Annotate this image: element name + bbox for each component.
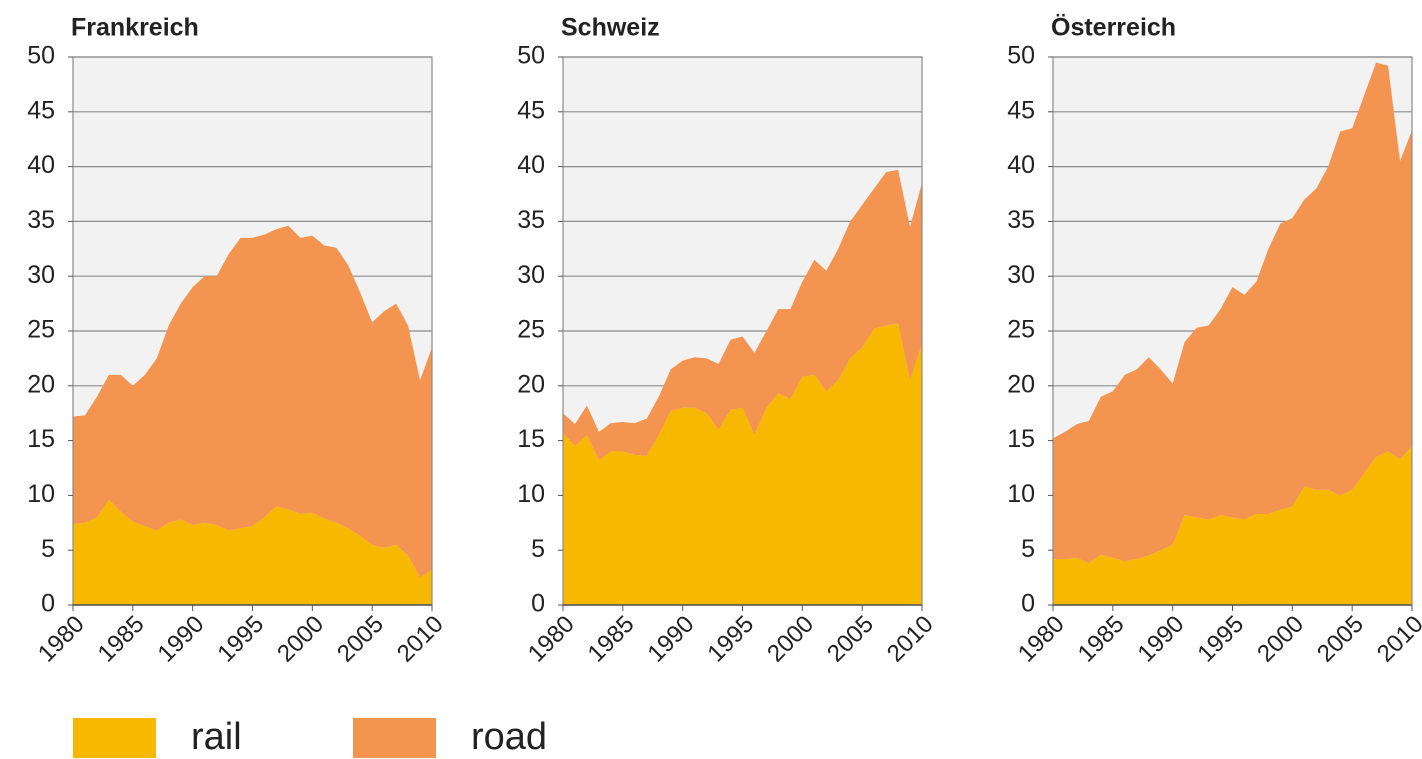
y-tick-label: 40 [517,151,545,179]
y-tick-label: 0 [41,590,55,618]
y-tick-label: 30 [517,261,545,289]
chart-title: Frankreich [71,14,199,42]
y-tick-label: 15 [1007,425,1035,453]
y-tick-label: 35 [27,206,55,234]
x-tick-label: 2000 [762,611,819,668]
x-tick-label: 2000 [272,611,329,668]
y-tick-label: 0 [531,590,545,618]
y-tick-label: 45 [27,96,55,124]
y-tick-label: 30 [1007,261,1035,289]
area-1 [73,225,432,578]
y-tick-label: 45 [1007,96,1035,124]
y-tick-label: 15 [27,425,55,453]
x-tick-label: 2005 [1312,611,1369,668]
x-tick-label: 1990 [643,611,700,668]
chart-title: Schweiz [561,14,660,42]
x-tick-label: 1995 [212,611,269,668]
y-tick-label: 20 [1007,370,1035,398]
x-tick-label: 1985 [1073,611,1130,668]
y-tick-label: 10 [27,480,55,508]
area-1 [1053,62,1412,564]
x-tick-label: 1985 [93,611,150,668]
y-tick-label: 5 [41,535,55,563]
x-tick-label: 1985 [583,611,640,668]
y-tick-label: 50 [517,42,545,70]
y-tick-label: 25 [27,316,55,344]
legend-label: rail [191,716,242,758]
y-tick-label: 20 [517,370,545,398]
legend-swatch [353,718,436,758]
x-tick-label: 2010 [1372,611,1422,668]
y-tick-label: 0 [1021,590,1035,618]
y-tick-label: 35 [517,206,545,234]
y-tick-label: 35 [1007,206,1035,234]
x-tick-label: 1995 [702,611,759,668]
y-tick-label: 15 [517,425,545,453]
y-tick-label: 5 [1021,535,1035,563]
x-tick-label: 2010 [882,611,939,668]
area-0 [73,499,432,605]
legend-label: road [471,716,547,758]
x-tick-label: 1980 [523,611,580,668]
y-tick-label: 30 [27,261,55,289]
x-tick-label: 2000 [1252,611,1309,668]
y-tick-label: 40 [1007,151,1035,179]
y-tick-label: 45 [517,96,545,124]
y-tick-label: 5 [531,535,545,563]
x-tick-label: 2010 [392,611,449,668]
y-tick-label: 40 [27,151,55,179]
x-tick-label: 2005 [822,611,879,668]
y-tick-label: 10 [1007,480,1035,508]
y-tick-label: 50 [27,42,55,70]
area-1 [563,169,922,461]
chart-title: Österreich [1051,13,1176,42]
legend-swatch [73,718,156,758]
y-tick-label: 25 [1007,316,1035,344]
y-tick-label: 10 [517,480,545,508]
x-tick-label: 1995 [1192,611,1249,668]
x-tick-label: 1980 [1013,611,1070,668]
y-tick-label: 25 [517,316,545,344]
x-tick-label: 1990 [1133,611,1190,668]
y-tick-label: 50 [1007,42,1035,70]
x-tick-label: 2005 [332,611,389,668]
area-0 [1053,446,1412,605]
y-tick-label: 20 [27,370,55,398]
x-tick-label: 1980 [33,611,90,668]
area-0 [563,323,922,605]
x-tick-label: 1990 [153,611,210,668]
